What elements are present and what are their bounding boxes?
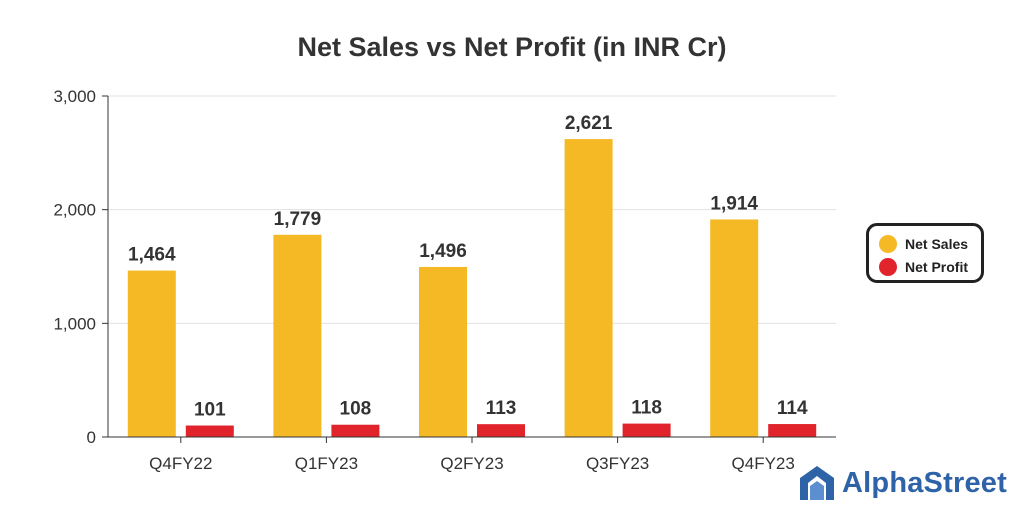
bar-net-sales [419,266,467,437]
x-tick-label: Q4FY22 [149,454,212,473]
bar-net-profit [768,424,817,437]
data-label-net-sales: 2,621 [565,113,613,134]
data-label-net-profit: 118 [631,398,662,419]
legend-label-net-profit: Net Profit [905,258,968,275]
bar-net-profit [622,423,671,437]
bar-net-profit [185,425,234,437]
x-tick-label: Q1FY23 [295,454,358,473]
y-tick-label: 0 [87,428,96,447]
data-label-net-sales: 1,496 [419,241,467,262]
legend-item-net-sales: Net Sales [879,232,981,255]
brand: AlphaStreet [798,464,1007,502]
legend-item-net-profit: Net Profit [879,255,981,278]
alphastreet-logo-icon [800,466,834,500]
legend-swatch-net-profit [879,257,897,276]
data-label-net-profit: 113 [486,398,517,419]
bar-net-sales [564,139,613,438]
data-label-net-profit: 101 [194,400,226,421]
x-tick-label: Q3FY23 [586,454,649,473]
x-tick-label: Q4FY23 [732,454,795,473]
data-label-net-profit: 108 [340,399,372,420]
bar-net-sales [273,234,322,437]
bars: 1,464 101 1,779 108 1,496 113 2,621 118 1,914 114 [127,113,817,438]
bar-net-sales [127,270,176,437]
y-axis: 0 1,000 2,000 3,000 [53,87,109,447]
y-tick-label: 1,000 [53,314,96,333]
data-label-net-sales: 1,914 [710,193,758,214]
bar-net-sales [710,219,759,437]
legend-swatch-net-sales [879,234,897,253]
chart-title: Net Sales vs Net Profit (in INR Cr) [297,32,726,62]
x-tick-label: Q2FY23 [440,454,503,473]
x-axis: Q4FY22 Q1FY23 Q2FY23 Q3FY23 Q4FY23 [108,436,836,473]
bar-net-profit [331,424,380,437]
bar-net-profit [477,424,525,437]
data-label-net-sales: 1,779 [274,209,322,230]
brand-name: AlphaStreet [842,466,1007,499]
legend: Net Sales Net Profit [866,223,984,283]
y-tick-label: 3,000 [53,87,96,106]
data-label-net-sales: 1,464 [128,245,176,266]
legend-label-net-sales: Net Sales [905,235,969,252]
y-tick-label: 2,000 [53,201,96,220]
data-label-net-profit: 114 [777,398,808,419]
